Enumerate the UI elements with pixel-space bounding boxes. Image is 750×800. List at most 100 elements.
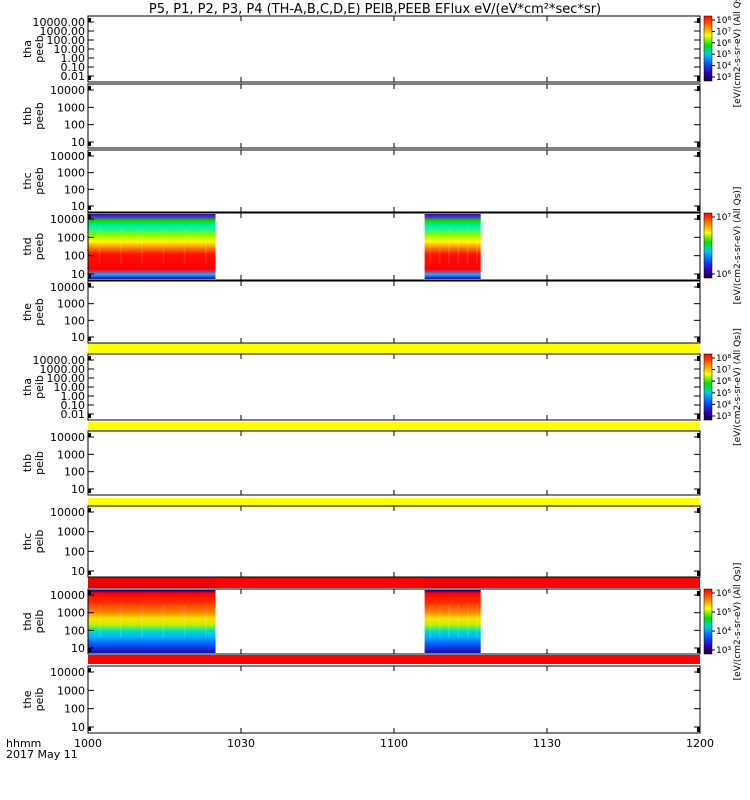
- colorbar-tick-label: 10⁵: [716, 608, 731, 618]
- colorbar-tick-label: 10⁶: [716, 377, 731, 387]
- panel-frame: [87, 665, 701, 734]
- y-label-probe: tha: [21, 378, 34, 396]
- spectrogram-texture: [438, 229, 441, 264]
- edge-mark: [697, 215, 700, 220]
- y-axis-label: thc peib: [21, 530, 46, 554]
- edge-mark: [88, 489, 91, 493]
- y-tick-label: 10000: [50, 213, 85, 226]
- y-label-probe: thb: [21, 107, 34, 125]
- x-tick-label: 1200: [686, 737, 714, 750]
- edge-mark: [88, 727, 91, 731]
- spectrogram-texture: [162, 229, 165, 264]
- y-tick-label: 1000.00: [40, 363, 86, 376]
- panel-thd-peeb: 10000 1000 100 10 thd peeb: [21, 212, 701, 281]
- y-tick-label: 10: [71, 136, 85, 149]
- edge-mark: [88, 206, 91, 210]
- y-tick-label: 10000: [50, 431, 85, 444]
- spectrogram-texture: [119, 229, 122, 264]
- spectrogram-block: [88, 214, 216, 279]
- x-tick-label: 1000: [74, 737, 102, 750]
- y-tick-label: 1.00: [61, 390, 86, 403]
- colorbar-tick-label: 10³: [716, 412, 731, 422]
- edge-mark: [88, 142, 91, 146]
- spectrogram-texture: [466, 605, 469, 638]
- y-tick-label: 10000: [50, 150, 85, 163]
- edge-mark: [697, 86, 700, 91]
- y-tick-label: 1.00: [61, 52, 86, 65]
- spectrogram-texture: [466, 229, 469, 264]
- colorbar: [703, 212, 713, 279]
- edge-mark: [88, 648, 91, 652]
- edge-mark: [697, 489, 700, 494]
- y-tick-label: 100: [64, 119, 85, 132]
- colorbar-label: [eV/(cm2-s-sr-eV) (All Qs)]: [733, 563, 743, 681]
- y-tick-label: 100: [64, 314, 85, 327]
- edge-mark: [88, 508, 91, 512]
- y-tick-label: 1000: [57, 526, 85, 539]
- red-band: [88, 577, 700, 588]
- y-tick-label: 100: [64, 466, 85, 479]
- panel-frame: [87, 280, 701, 344]
- spectrogram-block: [88, 590, 216, 653]
- edge-mark: [697, 433, 700, 438]
- edge-mark: [697, 152, 700, 157]
- y-label-product: peib: [33, 610, 46, 634]
- spectrogram-texture: [204, 605, 207, 638]
- edge-mark: [88, 433, 91, 437]
- red-band-segment: [88, 577, 216, 588]
- spectrogram-texture: [476, 605, 479, 638]
- spectrogram-texture: [476, 229, 479, 264]
- y-axis-label: tha peib: [21, 375, 46, 399]
- spectrogram-block: [424, 590, 481, 653]
- edge-mark: [697, 283, 700, 288]
- colorbar-tick-label: 10⁶: [716, 270, 731, 280]
- colorbar-tick-label: 10⁴: [716, 62, 731, 72]
- spectrogram-texture: [98, 229, 101, 264]
- colorbar-tick-label: 10⁴: [716, 400, 731, 410]
- spectrogram-texture: [119, 605, 122, 638]
- y-tick-label: 1000: [57, 231, 85, 244]
- y-tick-label: 10000: [50, 506, 85, 519]
- spectrogram-texture: [457, 229, 460, 264]
- spectrogram-texture: [457, 605, 460, 638]
- panel-thc-peeb: 10000 1000 100 10 thc peeb: [21, 149, 701, 213]
- spectrogram-texture: [447, 229, 450, 264]
- colorbar-label: [eV/(cm2-s-sr-eV) (All Qs)]: [733, 328, 743, 446]
- y-label-product: peeb: [33, 233, 46, 261]
- y-axis-label: tha peeb: [21, 35, 46, 63]
- colorbar-label: [eV/(cm2-s-sr-eV) (All Qs)]: [733, 187, 743, 305]
- spectrogram-texture: [183, 605, 186, 638]
- y-label-probe: thc: [21, 172, 34, 189]
- panel-frame: [87, 505, 701, 578]
- edge-mark: [697, 668, 700, 673]
- colorbar-tick-label: 10⁶: [716, 589, 731, 599]
- yellow-band: [88, 498, 700, 507]
- edge-mark: [88, 337, 91, 341]
- spectrogram-texture: [183, 229, 186, 264]
- panel-the-peeb: 10000 1000 100 10 the peeb: [21, 280, 701, 344]
- y-label-probe: thb: [21, 454, 34, 472]
- edge-mark: [697, 591, 700, 596]
- colorbar-tick-label: 10⁸: [716, 354, 731, 364]
- spectrogram-texture: [447, 605, 450, 638]
- y-label-probe: thc: [21, 533, 34, 550]
- y-tick-label: 100: [64, 703, 85, 716]
- edge-mark: [88, 152, 91, 156]
- spectrogram-texture: [204, 229, 207, 264]
- y-tick-label: 10000: [50, 281, 85, 294]
- y-tick-label: 10000: [50, 589, 85, 602]
- yellow-band: [88, 422, 700, 431]
- panel-frame: [87, 353, 701, 421]
- y-tick-label: 1000.00: [40, 25, 86, 38]
- colorbar: [703, 15, 713, 82]
- edge-mark: [697, 508, 700, 513]
- y-axis-label: thd peeb: [21, 233, 46, 261]
- panel-thc-peib: 10000 1000 100 10 thc peib: [21, 505, 701, 578]
- spectrogram-texture: [438, 605, 441, 638]
- y-axis-label: the peeb: [21, 298, 46, 326]
- y-label-probe: thd: [21, 612, 34, 630]
- y-tick-label: 100: [64, 183, 85, 196]
- y-tick-label: 1000: [57, 607, 85, 620]
- panel-frame: [87, 149, 701, 213]
